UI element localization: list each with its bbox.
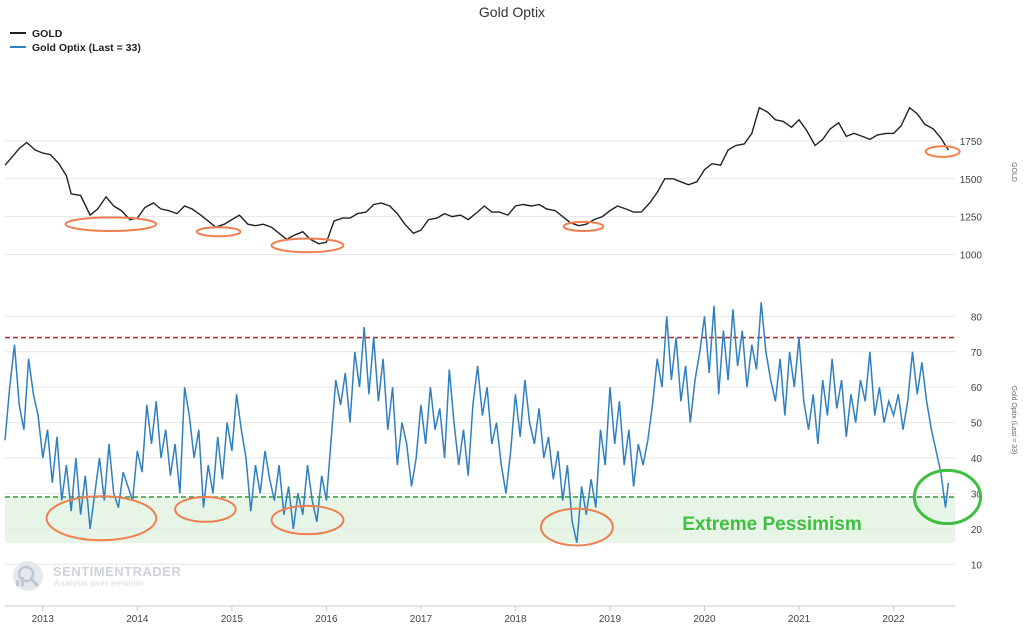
gold-price-panel: 1000 1250 1500 1750 GOLD bbox=[4, 106, 1017, 261]
legend: GOLD Gold Optix (Last = 33) bbox=[10, 28, 141, 54]
watermark-tagline: Analysis over emotion bbox=[54, 578, 143, 588]
optix-y-tick-label: 50 bbox=[971, 419, 983, 430]
legend-label-optix: Gold Optix (Last = 33) bbox=[32, 42, 141, 54]
gold-gridlines bbox=[5, 140, 955, 255]
gold-highlight-circle bbox=[562, 220, 605, 232]
x-tick-label: 2019 bbox=[599, 614, 622, 625]
x-tick-label: 2013 bbox=[32, 614, 55, 625]
watermark-logo-icon bbox=[13, 561, 43, 591]
x-tick-label: 2014 bbox=[126, 614, 149, 625]
gold-axis-title: GOLD bbox=[1010, 162, 1017, 182]
extreme-pessimism-label: Extreme Pessimism bbox=[682, 514, 862, 535]
gold-y-tick-label: 1250 bbox=[960, 213, 983, 224]
sentimentrader-watermark: SENTIMENTRADER Analysis over emotion bbox=[13, 561, 181, 591]
optix-highlight-circle bbox=[174, 495, 237, 523]
gold-highlight-circle bbox=[270, 237, 345, 254]
gold-y-axis-ticks: 1000 1250 1500 1750 bbox=[960, 137, 983, 261]
gold-highlight-circle bbox=[924, 145, 961, 158]
gold-highlight-circle bbox=[195, 226, 242, 238]
x-axis: 2013 2014 2015 2016 2017 2018 2019 2020 2021 2022 bbox=[5, 605, 955, 625]
x-tick-label: 2021 bbox=[788, 614, 811, 625]
optix-y-axis-ticks: 10 20 30 40 50 60 70 80 bbox=[971, 312, 983, 571]
optix-y-tick-label: 60 bbox=[971, 383, 983, 394]
optix-y-tick-label: 80 bbox=[971, 312, 983, 323]
optix-highlight-circle bbox=[539, 507, 614, 547]
optix-highlight-circle bbox=[912, 468, 983, 526]
optix-y-tick-label: 10 bbox=[971, 560, 983, 571]
x-tick-label: 2015 bbox=[221, 614, 244, 625]
extreme-pessimism-band bbox=[5, 496, 955, 544]
optix-y-tick-label: 30 bbox=[971, 489, 983, 500]
x-tick-label: 2016 bbox=[315, 614, 338, 625]
optix-gridlines bbox=[5, 315, 955, 565]
chart-title: Gold Optix bbox=[479, 4, 545, 20]
gold-highlight-circles bbox=[64, 145, 961, 254]
gold-y-tick-label: 1000 bbox=[960, 250, 983, 261]
optix-y-tick-label: 70 bbox=[971, 348, 983, 359]
optix-axis-title: Gold Optix (Last = 33) bbox=[1010, 386, 1017, 455]
optix-reference-lines bbox=[5, 336, 955, 498]
x-tick-label: 2020 bbox=[693, 614, 716, 625]
legend-label-gold: GOLD bbox=[32, 28, 63, 40]
x-tick-label: 2018 bbox=[504, 614, 527, 625]
gold-y-tick-label: 1500 bbox=[960, 175, 983, 186]
optix-y-tick-label: 20 bbox=[971, 525, 983, 536]
optix-highlight-circle bbox=[270, 504, 345, 536]
x-tick-label: 2022 bbox=[882, 614, 905, 625]
gold-highlight-circle bbox=[64, 216, 158, 232]
optix-highlight-circle bbox=[45, 495, 158, 542]
watermark-name: SENTIMENTRADER bbox=[53, 564, 181, 579]
optix-highlight-circles bbox=[45, 468, 983, 547]
optix-y-tick-label: 40 bbox=[971, 454, 983, 465]
x-tick-label: 2017 bbox=[410, 614, 433, 625]
gold-y-tick-label: 1750 bbox=[960, 137, 983, 148]
gold-price-line bbox=[4, 106, 949, 245]
gold-optix-line bbox=[4, 302, 950, 544]
